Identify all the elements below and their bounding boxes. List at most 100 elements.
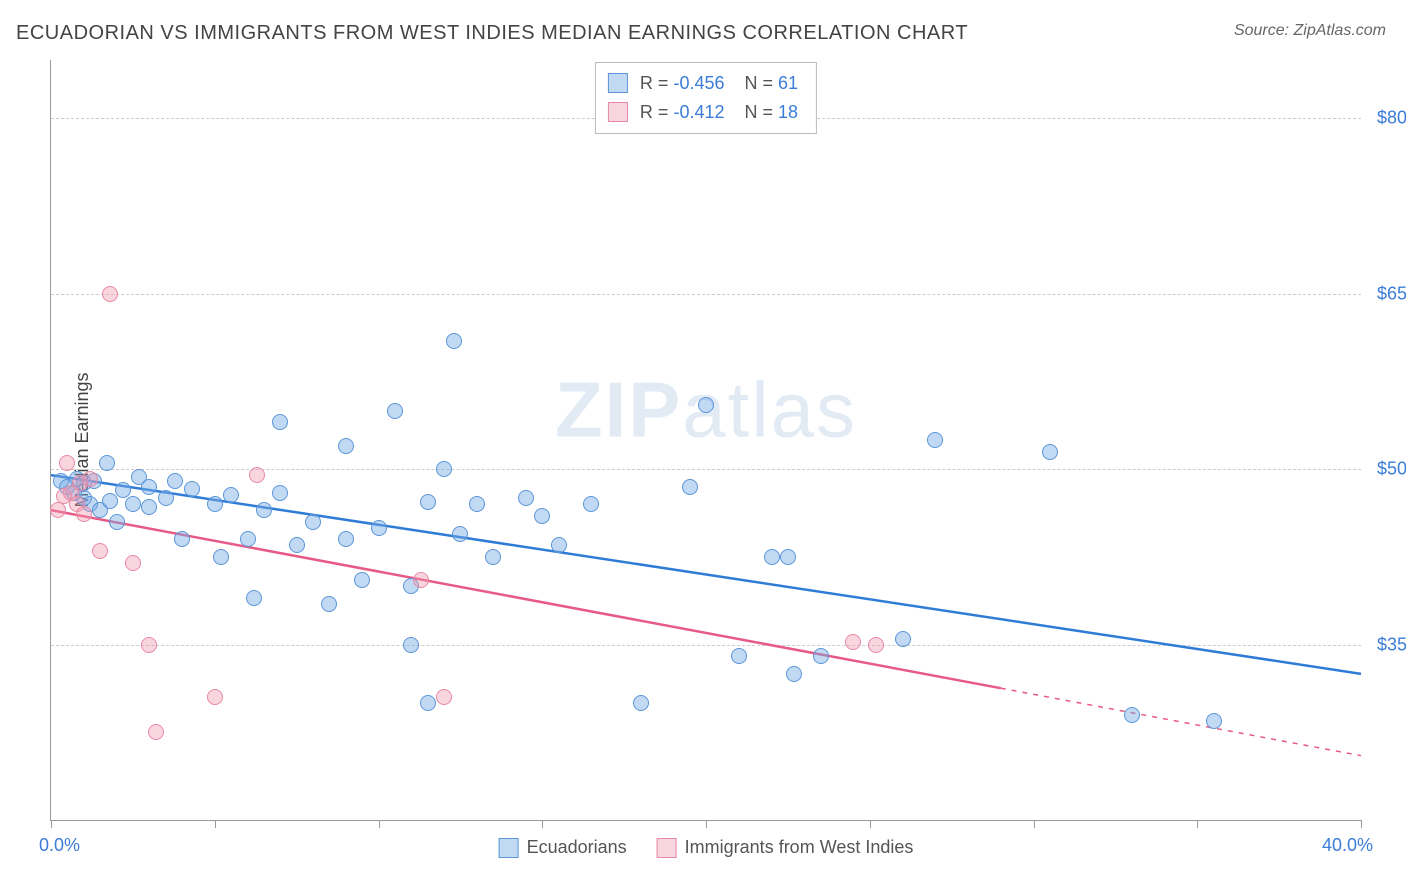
corr-n-label: N = bbox=[745, 102, 774, 122]
legend-label-west-indies: Immigrants from West Indies bbox=[685, 837, 914, 858]
x-tick bbox=[379, 820, 380, 828]
legend-label-ecuadorians: Ecuadorians bbox=[527, 837, 627, 858]
data-point-ecuadorians bbox=[305, 514, 321, 530]
data-point-ecuadorians bbox=[731, 648, 747, 664]
x-tick bbox=[1034, 820, 1035, 828]
data-point-ecuadorians bbox=[780, 549, 796, 565]
data-point-ecuadorians bbox=[436, 461, 452, 477]
data-point-ecuadorians bbox=[99, 455, 115, 471]
gridline bbox=[51, 294, 1361, 295]
data-point-ecuadorians bbox=[403, 637, 419, 653]
data-point-west_indies bbox=[413, 572, 429, 588]
data-point-ecuadorians bbox=[786, 666, 802, 682]
data-point-ecuadorians bbox=[207, 496, 223, 512]
gridline bbox=[51, 645, 1361, 646]
data-point-ecuadorians bbox=[338, 531, 354, 547]
data-point-ecuadorians bbox=[469, 496, 485, 512]
data-point-ecuadorians bbox=[125, 496, 141, 512]
data-point-ecuadorians bbox=[272, 485, 288, 501]
series-legend: Ecuadorians Immigrants from West Indies bbox=[499, 837, 914, 858]
data-point-west_indies bbox=[125, 555, 141, 571]
corr-n-value-ecuadorians: 61 bbox=[778, 73, 798, 93]
data-point-ecuadorians bbox=[174, 531, 190, 547]
data-point-west_indies bbox=[148, 724, 164, 740]
data-point-ecuadorians bbox=[141, 499, 157, 515]
data-point-ecuadorians bbox=[446, 333, 462, 349]
corr-n-label: N = bbox=[745, 73, 774, 93]
data-point-ecuadorians bbox=[289, 537, 305, 553]
data-point-ecuadorians bbox=[223, 487, 239, 503]
data-point-ecuadorians bbox=[1042, 444, 1058, 460]
corr-r-value-ecuadorians: -0.456 bbox=[673, 73, 724, 93]
data-point-ecuadorians bbox=[371, 520, 387, 536]
data-point-ecuadorians bbox=[102, 493, 118, 509]
data-point-ecuadorians bbox=[813, 648, 829, 664]
swatch-west-indies bbox=[608, 102, 628, 122]
data-point-ecuadorians bbox=[452, 526, 468, 542]
data-point-ecuadorians bbox=[158, 490, 174, 506]
data-point-ecuadorians bbox=[184, 481, 200, 497]
data-point-west_indies bbox=[102, 286, 118, 302]
data-point-ecuadorians bbox=[246, 590, 262, 606]
data-point-ecuadorians bbox=[1206, 713, 1222, 729]
chart-title: ECUADORIAN VS IMMIGRANTS FROM WEST INDIE… bbox=[16, 22, 968, 45]
data-point-ecuadorians bbox=[420, 695, 436, 711]
x-tick bbox=[542, 820, 543, 828]
legend-item-ecuadorians: Ecuadorians bbox=[499, 837, 627, 858]
x-tick bbox=[1361, 820, 1362, 828]
data-point-ecuadorians bbox=[213, 549, 229, 565]
data-point-ecuadorians bbox=[338, 438, 354, 454]
y-tick-label: $65,000 bbox=[1367, 283, 1406, 304]
data-point-ecuadorians bbox=[927, 432, 943, 448]
regression-line-west_indies bbox=[51, 510, 1001, 688]
data-point-ecuadorians bbox=[256, 502, 272, 518]
regression-line-extrapolated-west_indies bbox=[1001, 688, 1361, 756]
x-axis-min-label: 0.0% bbox=[39, 835, 80, 856]
data-point-ecuadorians bbox=[518, 490, 534, 506]
data-point-ecuadorians bbox=[115, 482, 131, 498]
data-point-ecuadorians bbox=[321, 596, 337, 612]
data-point-ecuadorians bbox=[1124, 707, 1140, 723]
data-point-ecuadorians bbox=[895, 631, 911, 647]
corr-n-value-west-indies: 18 bbox=[778, 102, 798, 122]
data-point-west_indies bbox=[50, 502, 66, 518]
data-point-ecuadorians bbox=[141, 479, 157, 495]
data-point-west_indies bbox=[76, 506, 92, 522]
y-tick-label: $35,000 bbox=[1367, 634, 1406, 655]
y-tick-label: $50,000 bbox=[1367, 459, 1406, 480]
data-point-ecuadorians bbox=[633, 695, 649, 711]
data-point-ecuadorians bbox=[240, 531, 256, 547]
x-tick bbox=[1197, 820, 1198, 828]
data-point-ecuadorians bbox=[534, 508, 550, 524]
data-point-ecuadorians bbox=[354, 572, 370, 588]
x-tick bbox=[51, 820, 52, 828]
data-point-ecuadorians bbox=[272, 414, 288, 430]
correlation-legend: R = -0.456 N = 61 R = -0.412 N = 18 bbox=[595, 62, 817, 134]
data-point-ecuadorians bbox=[551, 537, 567, 553]
x-tick bbox=[706, 820, 707, 828]
x-tick bbox=[870, 820, 871, 828]
data-point-west_indies bbox=[59, 455, 75, 471]
y-tick-label: $80,000 bbox=[1367, 108, 1406, 129]
corr-r-value-west-indies: -0.412 bbox=[673, 102, 724, 122]
data-point-west_indies bbox=[436, 689, 452, 705]
data-point-ecuadorians bbox=[167, 473, 183, 489]
swatch-ecuadorians bbox=[608, 73, 628, 93]
corr-r-label: R = bbox=[640, 73, 669, 93]
data-point-west_indies bbox=[141, 637, 157, 653]
corr-row-ecuadorians: R = -0.456 N = 61 bbox=[608, 69, 798, 98]
data-point-west_indies bbox=[207, 689, 223, 705]
data-point-west_indies bbox=[868, 637, 884, 653]
data-point-ecuadorians bbox=[764, 549, 780, 565]
x-tick bbox=[215, 820, 216, 828]
corr-row-west-indies: R = -0.412 N = 18 bbox=[608, 98, 798, 127]
data-point-ecuadorians bbox=[387, 403, 403, 419]
swatch-west-indies bbox=[657, 838, 677, 858]
data-point-west_indies bbox=[82, 471, 98, 487]
legend-item-west-indies: Immigrants from West Indies bbox=[657, 837, 914, 858]
corr-r-label: R = bbox=[640, 102, 669, 122]
data-point-ecuadorians bbox=[698, 397, 714, 413]
plot-area: Median Earnings $35,000$50,000$65,000$80… bbox=[50, 60, 1361, 821]
data-point-west_indies bbox=[249, 467, 265, 483]
data-point-ecuadorians bbox=[109, 514, 125, 530]
